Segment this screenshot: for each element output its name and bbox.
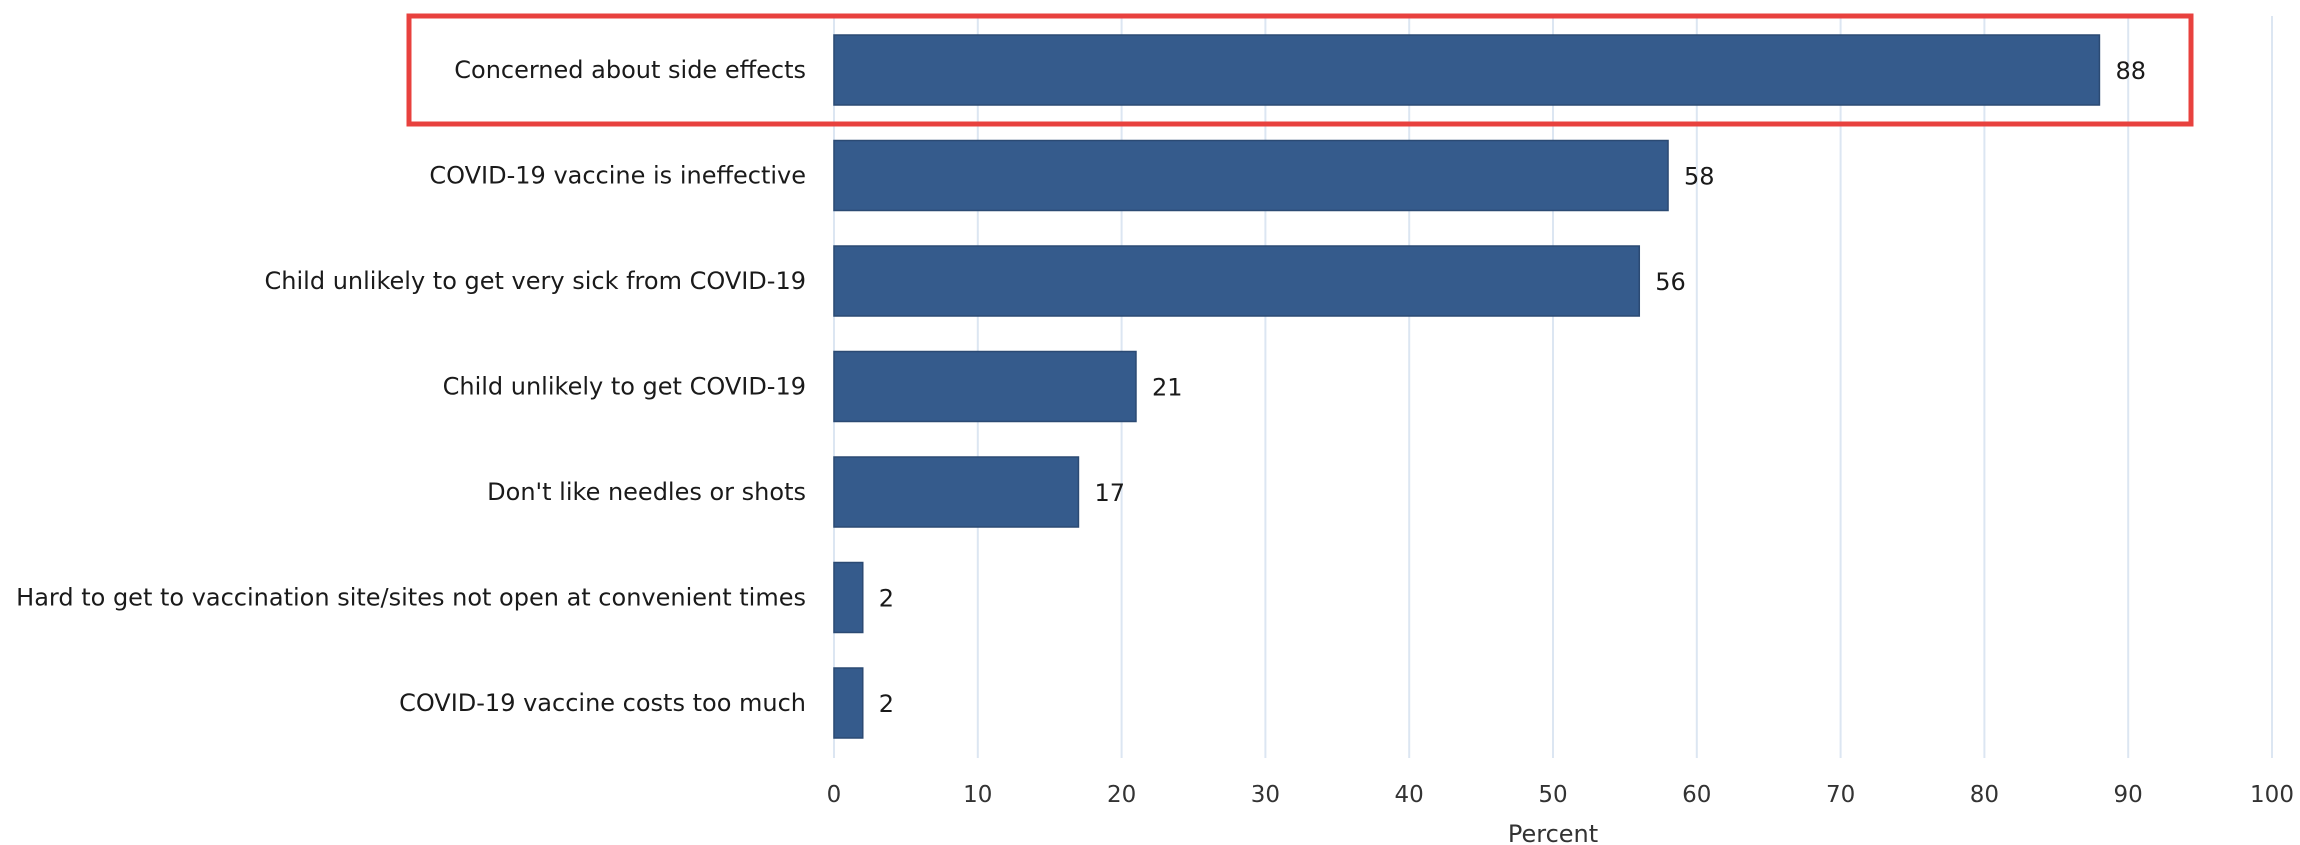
category-label-2: Child unlikely to get very sick from COV…	[265, 267, 806, 295]
bars	[833, 34, 2101, 739]
value-label-5: 2	[879, 585, 894, 613]
category-label-3: Child unlikely to get COVID-19	[443, 373, 806, 401]
x-tick-label-50: 50	[1538, 782, 1567, 808]
bar-6	[833, 667, 864, 739]
value-label-1: 58	[1684, 163, 1715, 191]
bar-3	[833, 350, 1137, 423]
x-tick-label-10: 10	[963, 782, 992, 808]
x-tick-label-70: 70	[1826, 782, 1855, 808]
category-label-4: Don't like needles or shots	[487, 478, 806, 506]
highlight-box	[406, 13, 2194, 127]
value-label-0: 88	[2115, 57, 2146, 85]
x-tick-label-0: 0	[827, 782, 842, 808]
value-label-4: 17	[1094, 479, 1125, 507]
x-tick-label-30: 30	[1251, 782, 1280, 808]
gridlines	[833, 16, 2273, 758]
value-labels: 88 58 56 21 17 2 2	[879, 57, 2146, 718]
bar-2	[833, 245, 1641, 317]
x-axis-title: Percent	[1508, 820, 1598, 845]
category-label-0: Concerned about side effects	[454, 56, 806, 84]
value-label-2: 56	[1655, 268, 1686, 296]
x-tick-label-20: 20	[1107, 782, 1136, 808]
value-label-3: 21	[1152, 374, 1183, 402]
bar-4	[833, 456, 1080, 528]
x-tick-label-90: 90	[2114, 782, 2143, 808]
category-label-5: Hard to get to vaccination site/sites no…	[16, 584, 806, 612]
bar-0	[833, 34, 2101, 106]
category-label-6: COVID-19 vaccine costs too much	[399, 689, 806, 717]
x-tick-label-80: 80	[1970, 782, 1999, 808]
category-label-1: COVID-19 vaccine is ineffective	[429, 162, 806, 190]
x-axis-ticks: 0 10 20 30 40 50 60 70 80 90 100	[827, 782, 2294, 808]
category-labels: Concerned about side effects COVID-19 vac…	[16, 56, 806, 717]
value-label-6: 2	[879, 690, 894, 718]
bar-5	[833, 561, 864, 634]
x-tick-label-100: 100	[2250, 782, 2294, 808]
x-tick-label-60: 60	[1682, 782, 1711, 808]
x-tick-label-40: 40	[1395, 782, 1424, 808]
bar-1	[833, 139, 1669, 212]
